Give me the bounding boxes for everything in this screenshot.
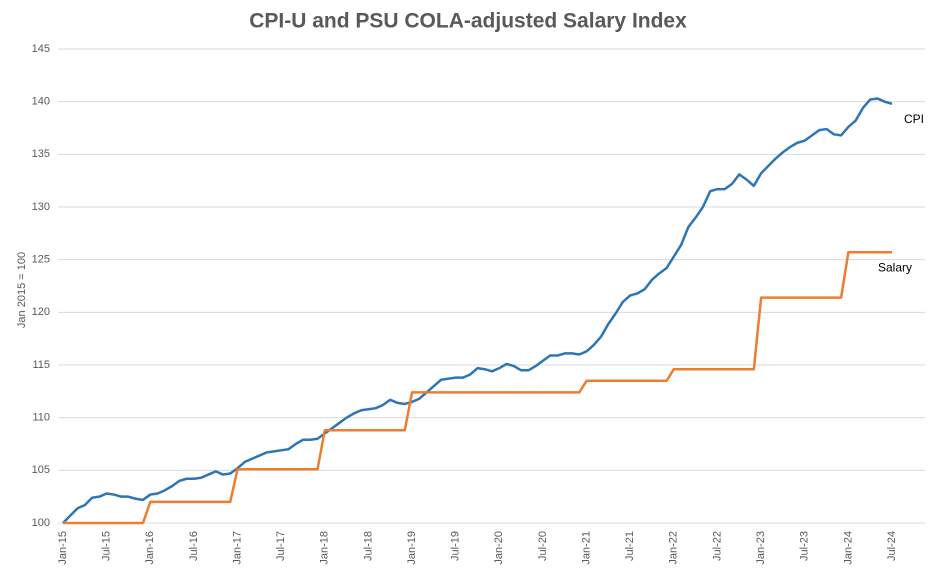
x-tick-label: Jan-17	[231, 531, 243, 565]
y-tick-label: 135	[32, 148, 50, 160]
x-tick-label: Jan-24	[842, 531, 854, 565]
chart-title: CPI-U and PSU COLA-adjusted Salary Index	[249, 10, 687, 33]
x-tick-label: Jan-22	[668, 531, 680, 565]
y-tick-label: 120	[32, 306, 50, 318]
x-tick-label: Jul-17	[275, 531, 287, 561]
series-label: CPI	[904, 112, 924, 126]
x-tick-label: Jul-16	[188, 531, 200, 561]
y-tick-label: 105	[32, 464, 50, 476]
y-axis-label: Jan 2015 = 100	[16, 252, 28, 328]
y-tick-label: 100	[32, 517, 50, 529]
x-tick-label: Jan-23	[755, 531, 767, 565]
series-line	[63, 251, 892, 525]
y-tick-label: 140	[32, 96, 50, 108]
x-tick-label: Jan-19	[406, 531, 418, 565]
y-tick-label: 130	[32, 201, 50, 213]
x-tick-label: Jul-15	[101, 531, 113, 561]
x-tick-label: Jul-23	[799, 531, 811, 561]
series-label: Salary	[878, 260, 912, 274]
series-line	[62, 97, 893, 524]
x-tick-label: Jul-19	[450, 531, 462, 561]
x-tick-label: Jan-16	[144, 531, 156, 565]
x-tick-label: Jul-18	[362, 531, 374, 561]
x-tick-label: Jul-22	[711, 531, 723, 561]
y-tick-label: 125	[32, 254, 50, 266]
x-tick-label: Jul-24	[886, 531, 898, 561]
y-tick-label: 110	[32, 412, 50, 424]
y-tick-label: 115	[32, 359, 50, 371]
x-tick-label: Jan-21	[580, 531, 592, 565]
x-tick-label: Jul-20	[537, 531, 549, 561]
y-tick-label: 145	[32, 43, 50, 55]
x-tick-label: Jan-15	[57, 531, 69, 565]
x-tick-label: Jul-21	[624, 531, 636, 561]
x-tick-label: Jan-20	[493, 531, 505, 565]
x-tick-label: Jan-18	[319, 531, 331, 565]
